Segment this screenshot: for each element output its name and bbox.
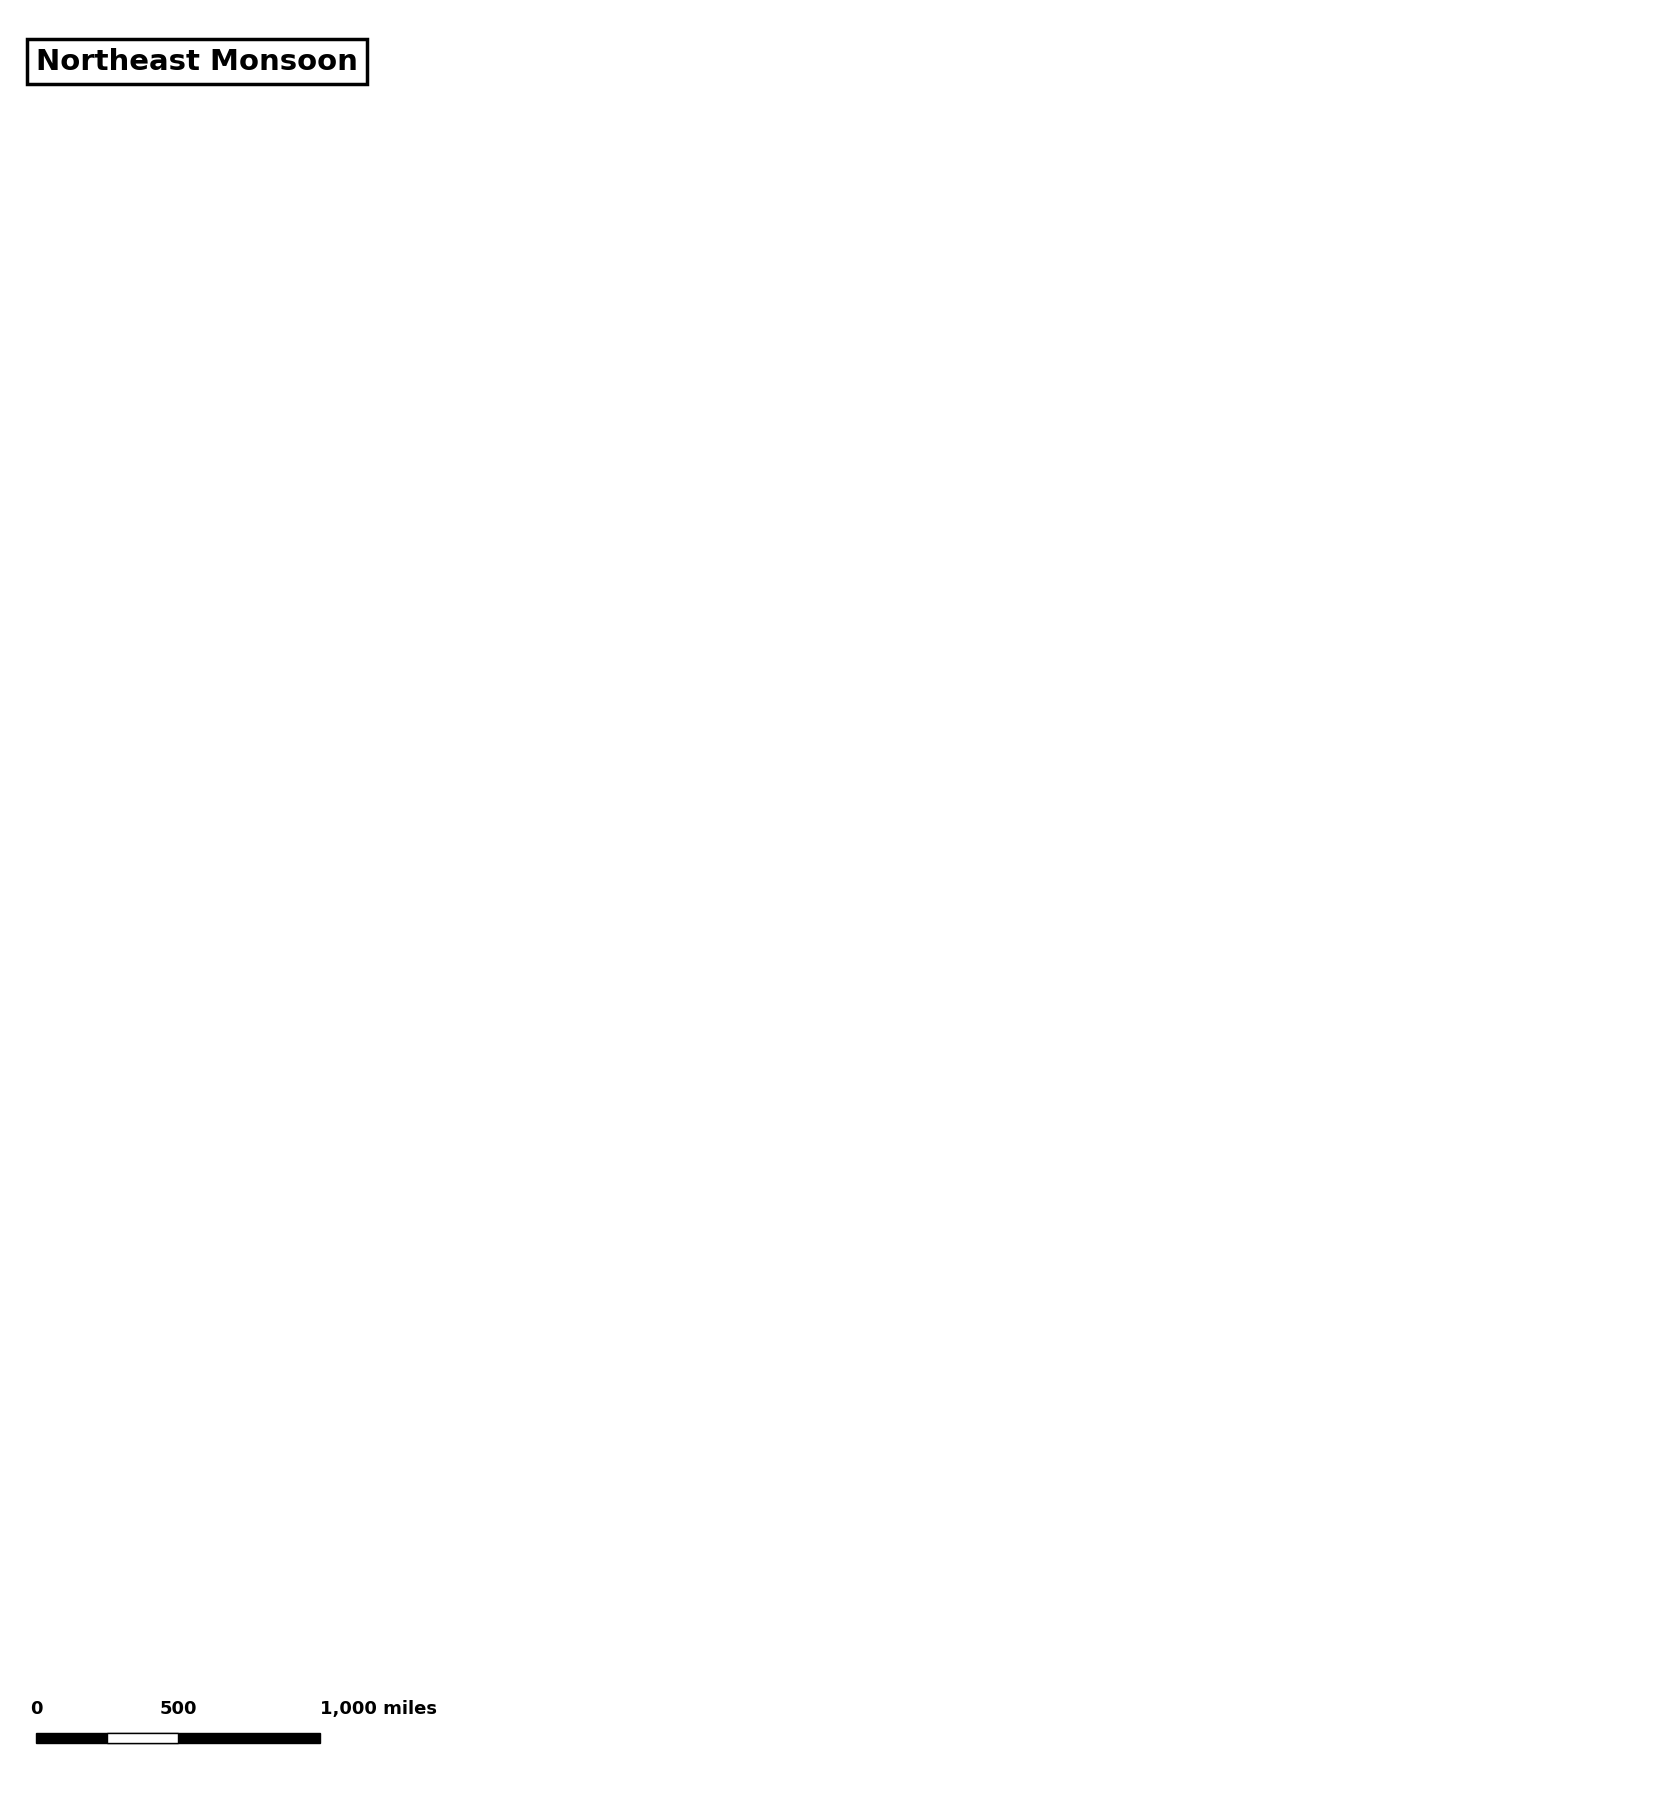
- Text: 0: 0: [30, 1701, 42, 1719]
- Text: Northeast Monsoon: Northeast Monsoon: [37, 47, 359, 76]
- Bar: [37, 1733, 320, 1744]
- Bar: [107, 1733, 178, 1744]
- Text: 500: 500: [159, 1701, 196, 1719]
- Text: 1,000 miles: 1,000 miles: [320, 1701, 437, 1719]
